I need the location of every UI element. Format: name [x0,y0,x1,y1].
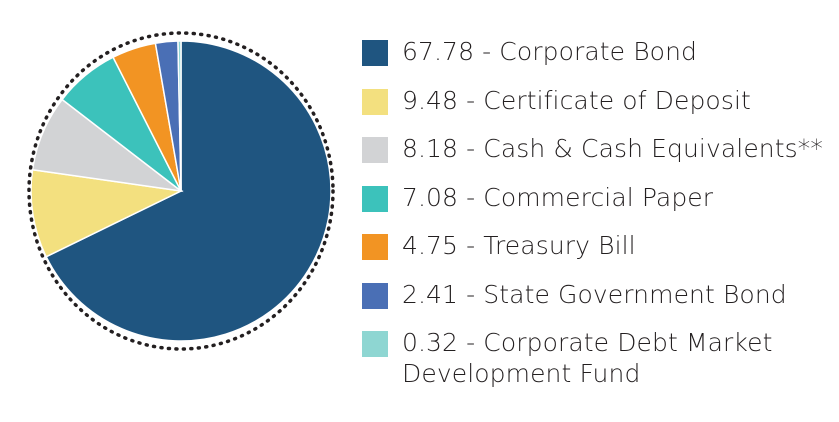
legend-item-6: 0.32 - Corporate Debt Market Development… [362,327,832,389]
legend-item-5: 2.41 - State Government Bond [362,279,832,328]
pie-slice-1 [30,168,184,258]
legend-item-2: 8.18 - Cash & Cash Equivalents** [362,133,832,182]
legend-label-4: 4.75 - Treasury Bill [402,231,636,260]
legend: 67.78 - Corporate Bond 9.48 - Certificate… [362,36,832,389]
legend-label-6: 0.32 - Corporate Debt Market Development… [402,328,773,388]
legend-swatch-3 [362,185,388,212]
legend-swatch-4 [362,234,388,260]
legend-item-1: 9.48 - Certificate of Deposit [362,85,832,134]
legend-item-3: 7.08 - Commercial Paper [362,182,832,231]
legend-swatch-5 [362,282,388,309]
legend-swatch-1 [362,88,388,115]
pie-chart-svg [27,31,335,351]
pie-slice-0 [45,40,332,342]
legend-label-2: 8.18 - Cash & Cash Equivalents** [402,134,823,163]
pie-chart [26,30,336,352]
legend-label-0: 67.78 - Corporate Bond [402,37,697,66]
legend-label-5: 2.41 - State Government Bond [402,279,787,309]
legend-label-1: 9.48 - Certificate of Deposit [402,85,751,115]
pie-slices [30,40,332,342]
legend-item-0: 67.78 - Corporate Bond [362,36,832,85]
pie-dotted-outline [27,31,335,351]
legend-swatch-6 [362,331,388,357]
pie-slice-6 [177,40,182,192]
legend-swatch-2 [362,137,388,163]
legend-swatch-0 [362,40,388,66]
legend-label-3: 7.08 - Commercial Paper [402,182,714,212]
legend-item-4: 4.75 - Treasury Bill [362,230,832,279]
